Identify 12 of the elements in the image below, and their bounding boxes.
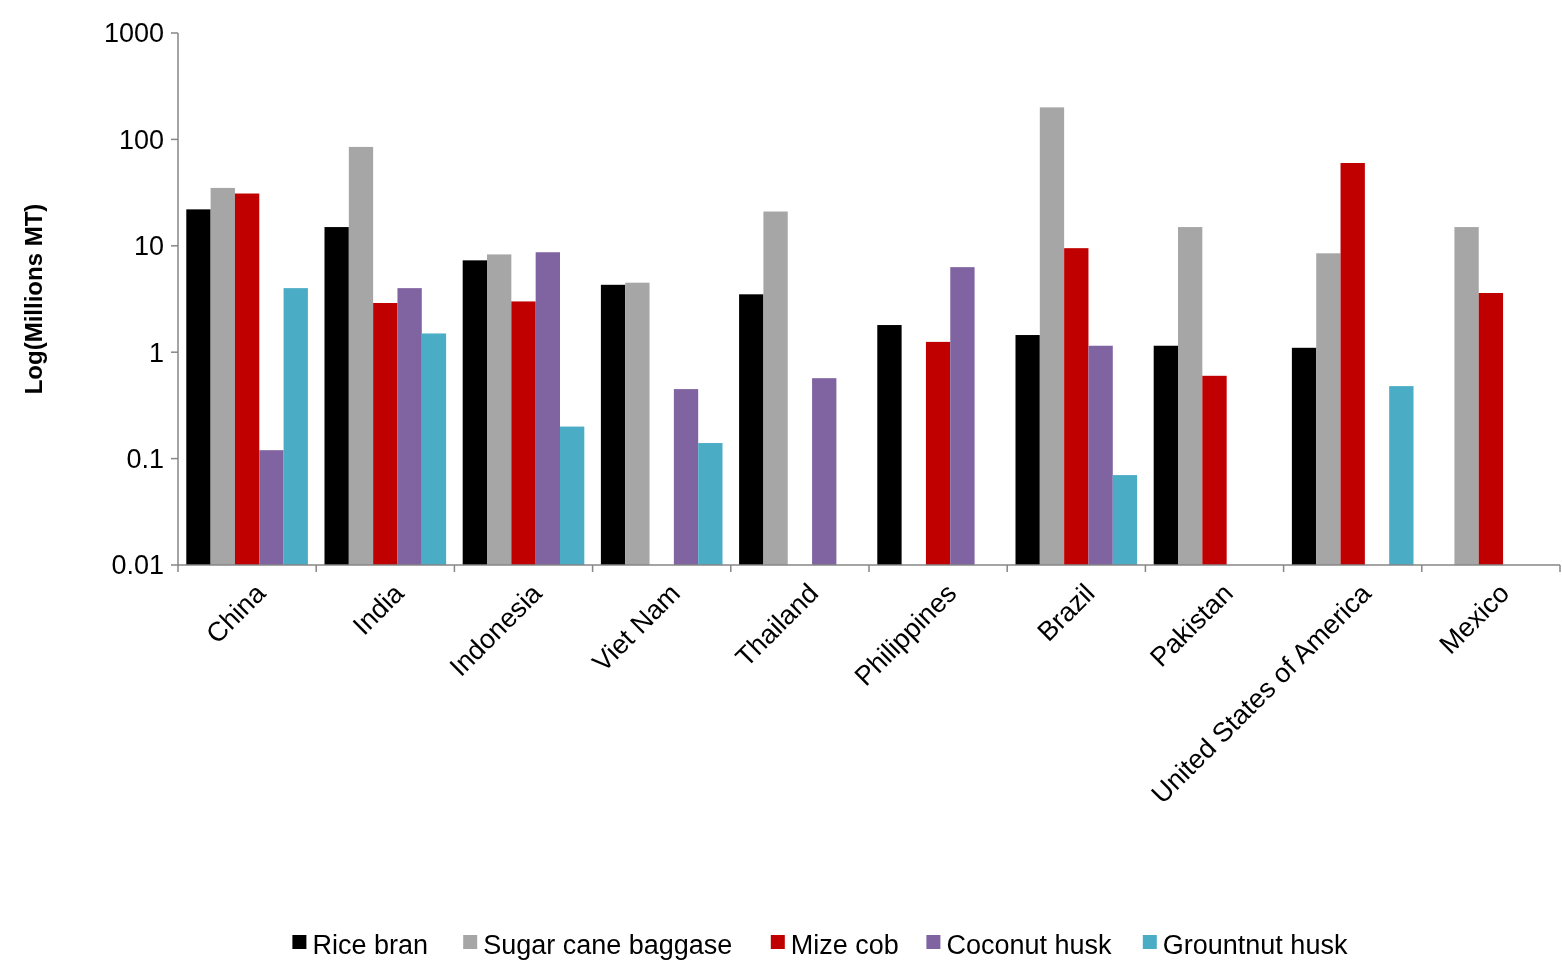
y-axis-title: Log(Millions MT)	[20, 203, 47, 395]
legend-label: Grountnut husk	[1162, 930, 1348, 961]
y-tick-label: 0.01	[111, 550, 164, 581]
legend-label: Mize cob	[790, 930, 899, 961]
y-tick-label: 10	[133, 231, 164, 262]
legend-label: Rice bran	[312, 930, 428, 961]
y-tick-label: 1	[148, 337, 164, 368]
y-tick-label: 100	[118, 124, 164, 155]
y-tick-label: 1000	[103, 18, 164, 49]
legend-label: Sugar cane baggase	[483, 930, 733, 961]
y-tick-label: 0.1	[126, 444, 164, 475]
legend-label: Coconut husk	[946, 930, 1112, 961]
